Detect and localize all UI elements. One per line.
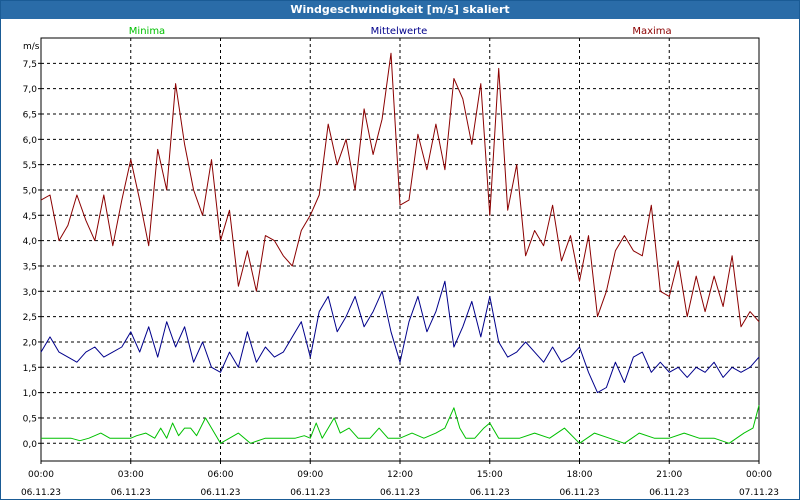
x-tick-date-label: 06.11.23 bbox=[559, 488, 599, 498]
legend-entry: Minima bbox=[129, 26, 165, 37]
x-tick-date-label: 06.11.23 bbox=[200, 488, 240, 498]
x-tick-date-label: 06.11.23 bbox=[380, 488, 420, 498]
y-axis-unit-label: m/s bbox=[23, 42, 40, 52]
series-line-maxima bbox=[40, 52, 760, 328]
y-tick-label: 1,5 bbox=[23, 364, 37, 374]
x-tick-date-label: 06.11.23 bbox=[290, 488, 330, 498]
x-tick-date-label: 06.11.23 bbox=[21, 488, 61, 498]
y-tick-label: 3,0 bbox=[23, 288, 38, 298]
legend-entry: Maxima bbox=[632, 26, 671, 37]
y-tick-label: 0,5 bbox=[23, 414, 37, 424]
y-tick-label: 6,5 bbox=[23, 110, 37, 120]
y-tick-label: 7,0 bbox=[23, 85, 38, 95]
x-tick-time-label: 15:00 bbox=[477, 470, 503, 480]
y-tick-label: 4,0 bbox=[23, 237, 38, 247]
x-tick-time-label: 06:00 bbox=[208, 470, 234, 480]
x-tick-time-label: 09:00 bbox=[297, 470, 323, 480]
y-tick-label: 6,0 bbox=[23, 136, 38, 146]
x-tick-date-label: 06.11.23 bbox=[470, 488, 510, 498]
series-line-minima bbox=[41, 405, 760, 444]
plot-area-border bbox=[40, 37, 760, 462]
x-tick-time-label: 03:00 bbox=[118, 470, 144, 480]
x-tick-time-label: 00:00 bbox=[28, 470, 54, 480]
x-tick-time-label: 18:00 bbox=[567, 470, 593, 480]
y-tick-label: 1,0 bbox=[23, 389, 38, 399]
y-tick-label: 5,0 bbox=[23, 186, 38, 196]
y-tick-label: 2,0 bbox=[23, 338, 38, 348]
x-tick-date-label: 07.11.23 bbox=[739, 488, 779, 498]
x-tick-time-label: 12:00 bbox=[387, 470, 413, 480]
x-tick-time-label: 00:00 bbox=[746, 470, 772, 480]
x-tick-time-label: 21:00 bbox=[656, 470, 682, 480]
x-tick-date-label: 06.11.23 bbox=[111, 488, 151, 498]
series-line-mittelwerte bbox=[40, 280, 760, 394]
y-tick-label: 2,5 bbox=[23, 313, 37, 323]
y-tick-label: 3,5 bbox=[23, 262, 37, 272]
y-tick-label: 4,5 bbox=[23, 212, 37, 222]
window-title: Windgeschwindigkeit [m/s] skaliert bbox=[1, 1, 799, 19]
y-tick-label: 0,0 bbox=[23, 440, 38, 450]
y-tick-label: 7,5 bbox=[23, 60, 37, 70]
y-tick-label: 5,5 bbox=[23, 161, 37, 171]
x-tick-date-label: 06.11.23 bbox=[649, 488, 689, 498]
legend-entry: Mittelwerte bbox=[371, 26, 428, 37]
